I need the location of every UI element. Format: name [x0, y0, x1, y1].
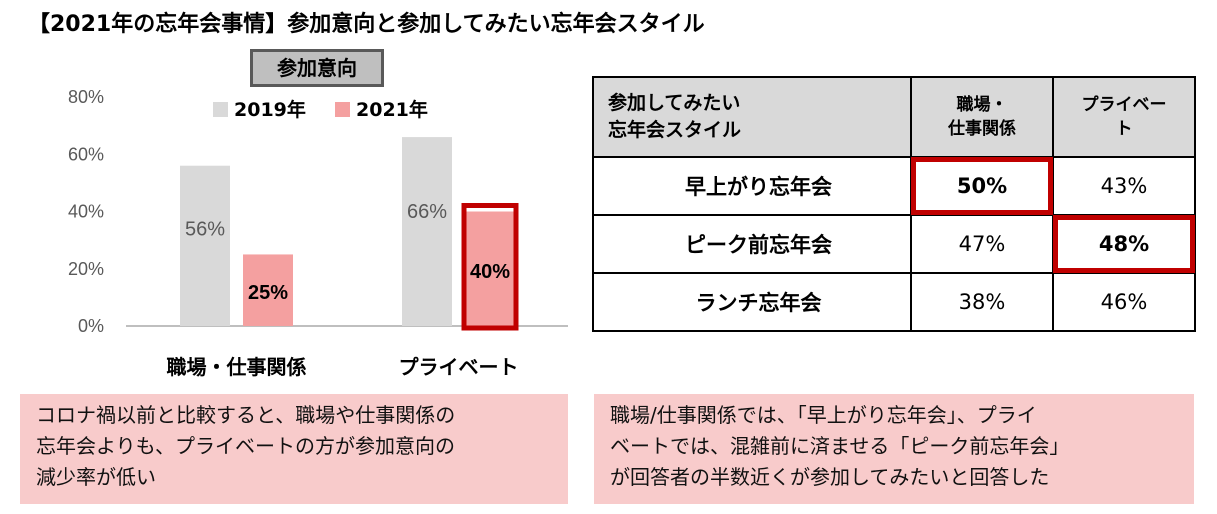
bar-value-label: 66%: [407, 201, 447, 223]
legend-label: 2019年: [234, 98, 306, 121]
header-work: 職場・ 仕事関係: [910, 76, 1054, 158]
table-row: ランチ忘年会 38% 46%: [592, 272, 1196, 332]
table-header-row: 参加してみたい 忘年会スタイル 職場・ 仕事関係 プライベー ト: [592, 76, 1196, 158]
row-work-value: 50%: [910, 156, 1054, 216]
row-work-value: 38%: [910, 272, 1054, 332]
style-table: 参加してみたい 忘年会スタイル 職場・ 仕事関係 プライベー ト 早上がり忘年会…: [592, 76, 1196, 332]
category-label: プライベート: [399, 355, 519, 379]
y-tick-label: 80%: [68, 87, 104, 107]
bar-value-label: 25%: [248, 282, 288, 304]
y-tick-label: 60%: [68, 144, 104, 164]
bar-2021: [243, 254, 293, 326]
header-private: プライベー ト: [1052, 76, 1196, 158]
participation-chart: 0% 20% 40% 60% 80% 56% 25% 職場・仕事関係 66% 40% プライベート 2…: [68, 87, 568, 379]
chart-title: 参加意向: [250, 49, 384, 87]
bar-2019: [180, 165, 230, 326]
row-name: ピーク前忘年会: [592, 214, 912, 274]
row-private-value: 48%: [1052, 214, 1196, 274]
row-private-value: 43%: [1052, 156, 1196, 216]
y-tick-label: 40%: [68, 202, 104, 222]
row-work-value: 47%: [910, 214, 1054, 274]
bar-2019: [402, 137, 452, 326]
note-left: コロナ禍以前と比較すると、職場や仕事関係の 忘年会よりも、プライベートの方が参加…: [20, 394, 568, 504]
bar-value-label: 56%: [185, 219, 225, 241]
row-name: 早上がり忘年会: [592, 156, 912, 216]
row-name: ランチ忘年会: [592, 272, 912, 332]
legend-label: 2021年: [356, 98, 428, 121]
y-tick-label: 0%: [78, 316, 104, 336]
bar-2021: [465, 211, 515, 326]
header-style: 参加してみたい 忘年会スタイル: [592, 76, 912, 158]
row-private-value: 46%: [1052, 272, 1196, 332]
legend-swatch: [213, 102, 228, 117]
table-row: ピーク前忘年会 47% 48%: [592, 214, 1196, 274]
legend-swatch: [335, 102, 350, 117]
category-label: 職場・仕事関係: [167, 355, 307, 379]
page-title: 【2021年の忘年会事情】参加意向と参加してみたい忘年会スタイル: [28, 12, 705, 37]
note-right: 職場/仕事関係では、「早上がり忘年会」、プライ ベートでは、混雑前に済ませる「ピ…: [594, 394, 1194, 504]
bar-value-label: 40%: [470, 261, 510, 283]
bar-highlight-frame: [461, 203, 519, 331]
y-tick-label: 20%: [68, 259, 104, 279]
table-row: 早上がり忘年会 50% 43%: [592, 156, 1196, 216]
